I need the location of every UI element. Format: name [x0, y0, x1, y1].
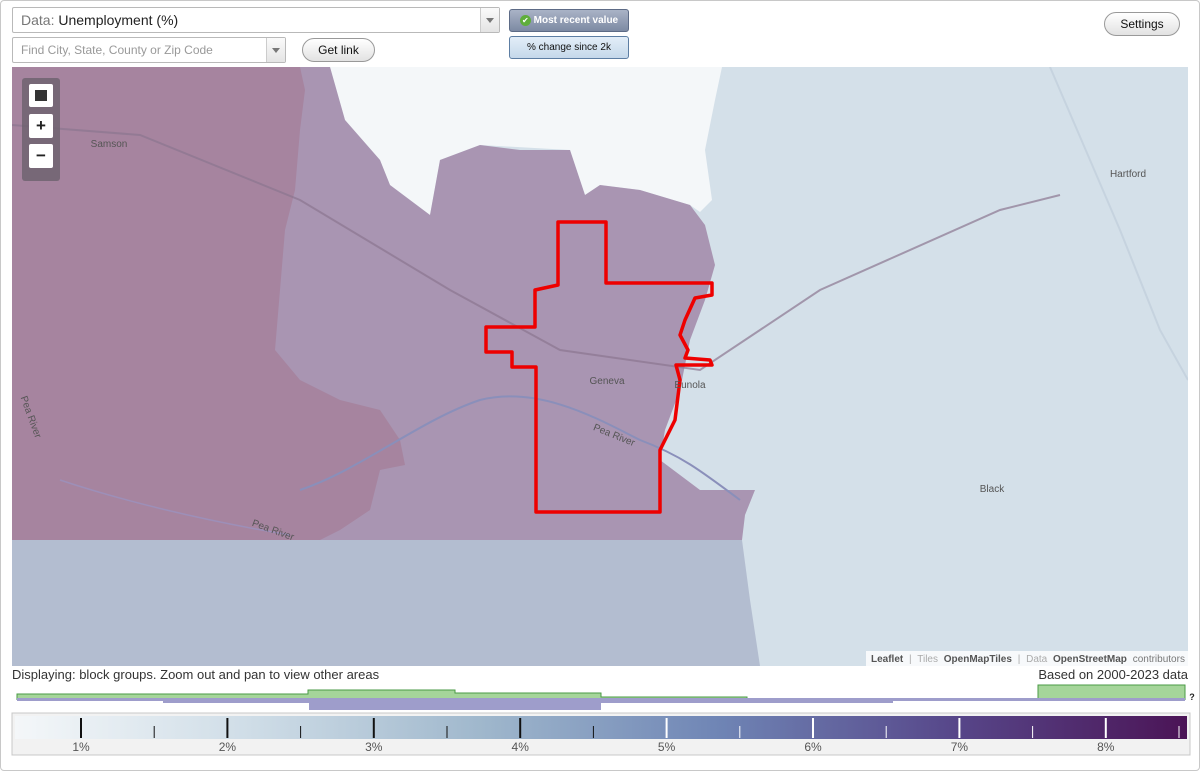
help-icon[interactable]: ?: [1189, 692, 1195, 702]
zoom-out-label[interactable]: −: [36, 146, 46, 165]
distribution-bar: [309, 698, 601, 710]
data-select[interactable]: Data: Unemployment (%): [12, 7, 500, 33]
search-box[interactable]: Find City, State, County or Zip Code: [12, 37, 286, 63]
based-on-text: Based on 2000-2023 data: [1038, 667, 1188, 682]
separator: |: [909, 654, 912, 665]
attribution-link[interactable]: Leaflet: [871, 654, 904, 665]
data-label: Data:: [21, 12, 55, 28]
legend-tick-label: 3%: [365, 740, 383, 754]
legend-tick-label: 8%: [1097, 740, 1115, 754]
legend-tick-label: 6%: [804, 740, 822, 754]
river: [299, 395, 741, 501]
search-placeholder: Find City, State, County or Zip Code: [21, 43, 213, 57]
place-label: Black: [980, 484, 1005, 495]
zoom-in-button[interactable]: [29, 114, 53, 138]
place-label: Hartford: [1110, 169, 1146, 180]
zoom-in-label[interactable]: +: [36, 116, 46, 135]
region: [330, 67, 722, 215]
check-icon: ✔: [519, 14, 531, 26]
legend-ticks: 1% 2% 3% 4% 5% 6% 7% 8%: [72, 718, 1180, 754]
fit-icon: [35, 90, 47, 101]
histogram-outline: [16, 684, 1186, 700]
attribution-text: Data: [1026, 654, 1048, 665]
highway: [12, 124, 1061, 372]
attribution-link[interactable]: OpenMapTiles: [944, 654, 1013, 665]
legend-tick-label: 2%: [219, 740, 237, 754]
highway: [1049, 67, 1188, 381]
legend-tick-label: 4%: [512, 740, 530, 754]
attribution-text: contributors: [1133, 654, 1185, 665]
mode-button[interactable]: % change since 2k: [509, 36, 629, 59]
color-scale: [15, 716, 1187, 739]
attribution: Leaflet | Tiles OpenMapTiles | Data Open…: [871, 654, 1185, 665]
river: [59, 479, 291, 536]
legend-tick-label: 7%: [951, 740, 969, 754]
selected-boundary[interactable]: [484, 220, 714, 514]
attribution-link[interactable]: OpenStreetMap: [1053, 654, 1127, 665]
dropdown-arrow[interactable]: [480, 8, 499, 32]
region: [12, 67, 405, 540]
place-label: Samson: [91, 139, 128, 150]
attribution-text: Tiles: [917, 654, 938, 665]
region: [12, 540, 760, 666]
attribution-bg: [866, 651, 1188, 666]
place-label: Geneva: [589, 376, 624, 387]
mode-label: Most recent value: [533, 15, 619, 26]
settings-button[interactable]: Settings: [1104, 12, 1180, 36]
status-text: Displaying: block groups. Zoom out and p…: [12, 667, 380, 682]
mode-button-active[interactable]: ✔ Most recent value: [509, 9, 629, 32]
get-link-button[interactable]: Get link: [302, 38, 375, 62]
legend-tick-label: 5%: [658, 740, 676, 754]
dropdown-arrow[interactable]: [266, 38, 285, 62]
zoom-out-button[interactable]: [29, 144, 53, 168]
legend-tick-label: 1%: [72, 740, 90, 754]
data-value: Unemployment (%): [58, 12, 179, 28]
distribution-strip: [16, 684, 1186, 710]
place-label: Eunola: [674, 380, 706, 391]
separator: |: [1018, 654, 1021, 665]
